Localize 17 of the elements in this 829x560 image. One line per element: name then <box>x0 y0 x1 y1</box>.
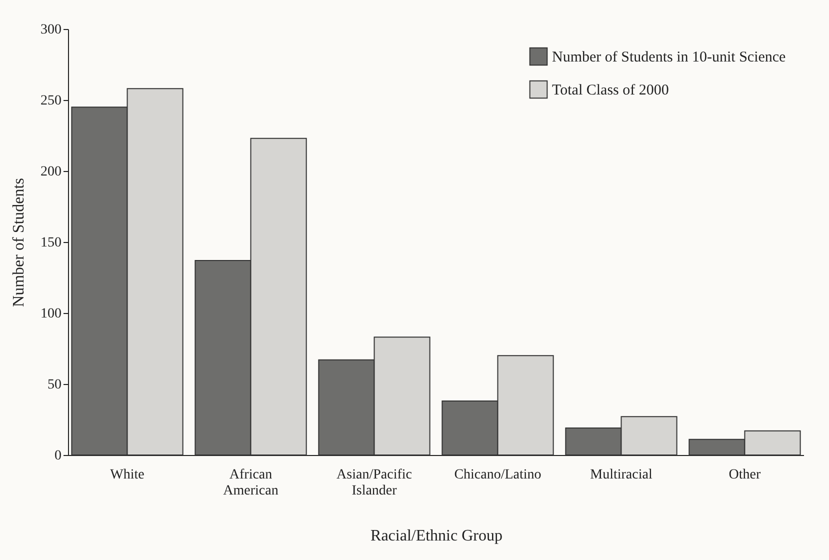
y-tick-label: 200 <box>40 164 62 180</box>
x-axis-title: Racial/Ethnic Group <box>370 528 502 544</box>
y-tick-label: 100 <box>40 306 62 322</box>
y-tick-label: 300 <box>40 22 62 38</box>
y-tick-label: 150 <box>40 236 62 250</box>
y-tick-label: 50 <box>48 378 62 392</box>
x-tick-label: White <box>110 468 144 482</box>
x-tick-label: Other <box>728 468 761 482</box>
legend-label: Number of Students in 10-unit Science <box>552 50 786 66</box>
x-tick-label: Multiracial <box>590 468 652 482</box>
x-tick-label: African American <box>223 468 278 498</box>
y-tick-label: 0 <box>54 448 62 464</box>
y-axis-title: Number of Students <box>10 178 28 307</box>
x-tick-label: Chicano/Latino <box>454 468 542 482</box>
x-tick-label: Asian/Pacific Islander <box>336 468 412 498</box>
legend-label: Total Class of 2000 <box>552 82 669 98</box>
y-tick-label: 250 <box>40 94 62 108</box>
